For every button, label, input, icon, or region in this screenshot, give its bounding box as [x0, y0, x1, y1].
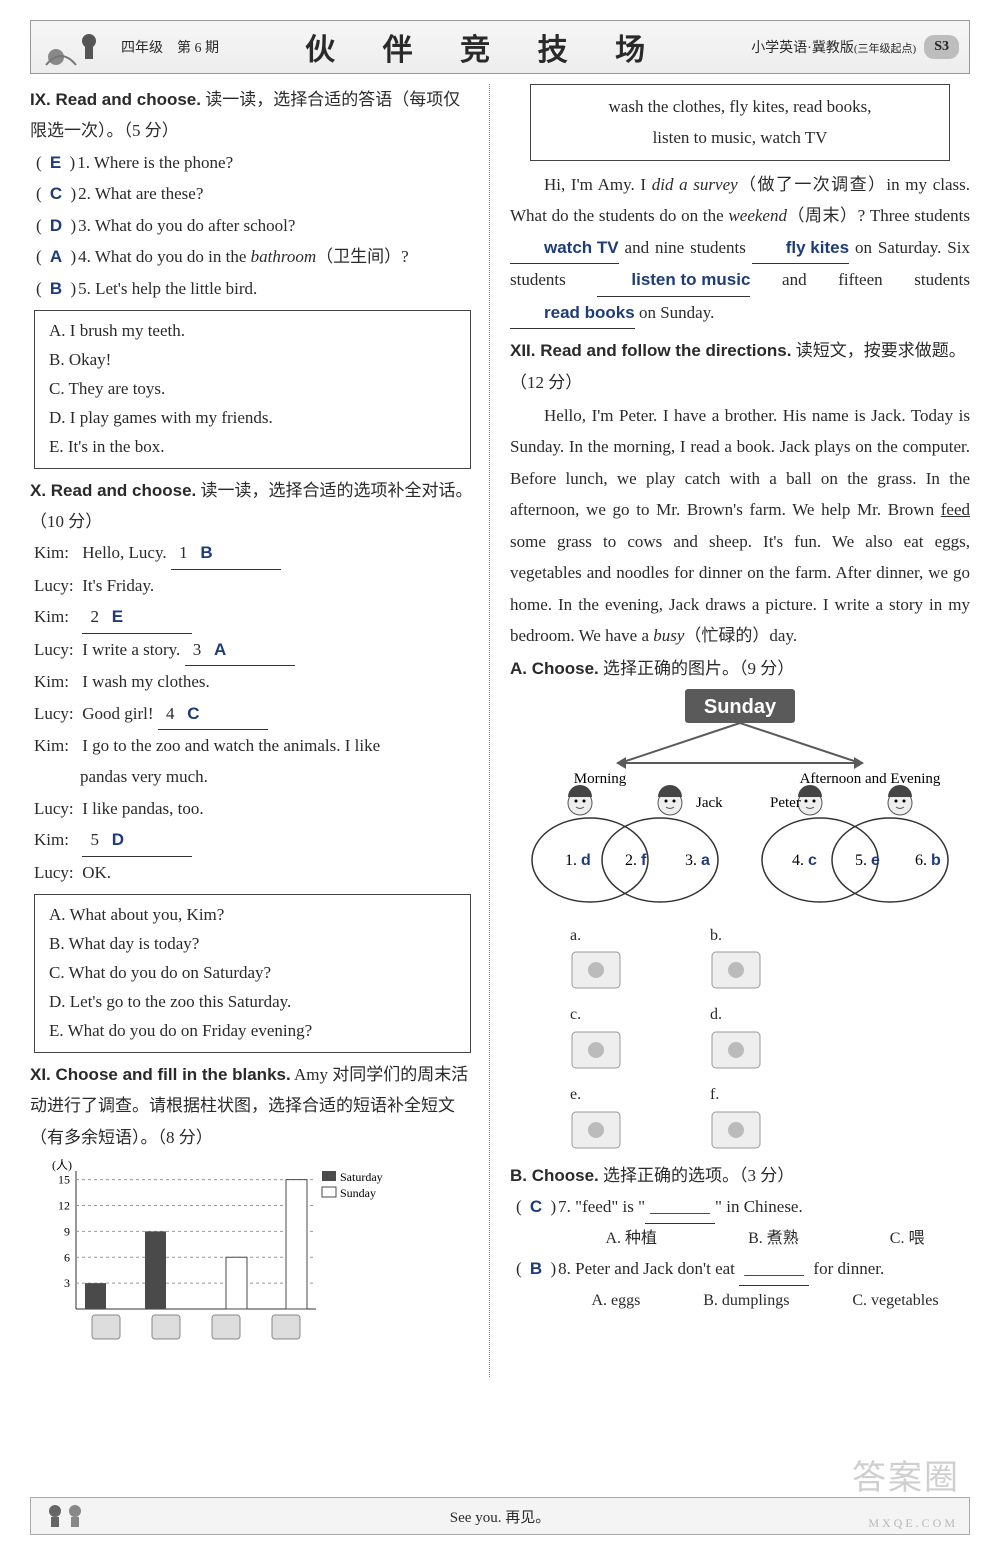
svg-text:Saturday: Saturday — [340, 1170, 383, 1184]
q8-opt: A. eggs — [591, 1286, 640, 1316]
xi-heading: XI. Choose and fill in the blanks. — [30, 1065, 291, 1084]
q7-opt: A. 种植 — [606, 1224, 658, 1254]
svg-text:9: 9 — [64, 1224, 70, 1238]
ix-item: ( E )1. Where is the phone? — [30, 147, 475, 178]
q7-options: A. 种植 B. 煮熟 C. 喂 — [510, 1224, 970, 1254]
ix-options-box: A. I brush my teeth.B. Okay!C. They are … — [34, 310, 471, 468]
dialogue-line: Lucy: I like pandas, too. — [34, 793, 475, 824]
header-right: 小学英语·冀教版(三年级起点) S3 — [751, 35, 959, 59]
q8-opt: B. dumplings — [703, 1286, 789, 1316]
q8-opt: C. vegetables — [852, 1286, 938, 1316]
svg-text:3: 3 — [64, 1276, 70, 1290]
venn-diagram: Sunday Morning Afternoon and Evening Jack Pe… — [510, 685, 970, 915]
left-column: IX. Read and choose. 读一读，选择合适的答语（每项仅限选一次… — [30, 84, 490, 1377]
section-a: A. Choose. 选择正确的图片。（9 分） Sunday Morning Af… — [510, 653, 970, 1155]
ix-item: ( A )4. What do you do in the bathroom（卫… — [30, 241, 475, 272]
dialogue-line: Lucy: OK. — [34, 857, 475, 888]
q8-options: A. eggs B. dumplings C. vegetables — [510, 1286, 970, 1316]
ix-option: A. I brush my teeth. — [49, 317, 456, 346]
word-bank-box: wash the clothes, fly kites, read books,… — [530, 84, 950, 161]
ix-option: C. They are toys. — [49, 375, 456, 404]
svg-text:5. e: 5. e — [855, 852, 880, 869]
xi-bar-chart: (人) 3 6 9 12 15 Saturday Sunday — [36, 1157, 475, 1377]
x-option: A. What about you, Kim? — [49, 901, 456, 930]
svg-text:Jack: Jack — [696, 795, 723, 811]
a-heading: A. Choose. — [510, 659, 599, 678]
dialogue-line: Kim: 5 D — [34, 824, 475, 856]
a-choice: c. — [570, 1000, 690, 1070]
x-option: E. What do you do on Friday evening? — [49, 1017, 456, 1046]
svg-text:3. a: 3. a — [685, 852, 710, 869]
svg-text:Morning: Morning — [574, 771, 627, 787]
section-xii: XII. Read and follow the directions. 读短文… — [510, 335, 970, 651]
svg-text:Sunday: Sunday — [704, 696, 777, 718]
a-choice: e. — [570, 1080, 690, 1150]
svg-text:Afternoon and Evening: Afternoon and Evening — [800, 771, 941, 787]
dialogue-line: Lucy: Good girl! 4 C — [34, 698, 475, 730]
b-heading: B. Choose. — [510, 1166, 599, 1185]
b-cn: 选择正确的选项。（3 分） — [599, 1166, 795, 1185]
watermark-text: 答案圈 — [852, 1450, 960, 1499]
question-7: ( C )7. "feed" is "_______" in Chinese. — [510, 1191, 970, 1223]
svg-text:6. b: 6. b — [915, 852, 941, 869]
section-ix: IX. Read and choose. 读一读，选择合适的答语（每项仅限选一次… — [30, 84, 475, 469]
a-choice: a. — [570, 921, 690, 991]
ix-heading: IX. Read and choose. — [30, 90, 201, 109]
svg-text:1. d: 1. d — [565, 852, 591, 869]
footer-text: See you. 再见。 — [450, 1506, 550, 1527]
page-badge: S3 — [924, 35, 959, 59]
section-xi: XI. Choose and fill in the blanks. Amy 对… — [30, 1059, 475, 1377]
svg-text:2. f: 2. f — [625, 852, 647, 869]
dialogue-line: Kim: Hello, Lucy. 1 B — [34, 537, 475, 569]
a-choice: b. — [710, 921, 830, 991]
dialogue-line: Kim: I go to the zoo and watch the anima… — [34, 730, 475, 761]
section-x: X. Read and choose. 读一读，选择合适的选项补全对话。（10 … — [30, 475, 475, 1053]
ix-option: B. Okay! — [49, 346, 456, 375]
x-option: B. What day is today? — [49, 930, 456, 959]
footer-kids-icon — [43, 1501, 93, 1531]
section-b: B. Choose. 选择正确的选项。（3 分） ( C )7. "feed" … — [510, 1160, 970, 1316]
dialogue-line: Lucy: It's Friday. — [34, 570, 475, 601]
a-choice: f. — [710, 1080, 830, 1150]
word-bank-line2: listen to music, watch TV — [539, 122, 941, 153]
q7-opt: C. 喂 — [890, 1224, 925, 1254]
page-footer: See you. 再见。 — [30, 1497, 970, 1535]
dialogue-line: Kim: I wash my clothes. — [34, 666, 475, 697]
x-option: D. Let's go to the zoo this Saturday. — [49, 988, 456, 1017]
a-choice: d. — [710, 1000, 830, 1070]
xi-passage: Hi, I'm Amy. I did a survey（做了一次调查）in my… — [510, 169, 970, 329]
page-title: 伙 伴 竞 技 场 — [305, 25, 665, 69]
svg-text:(人): (人) — [52, 1158, 72, 1172]
xii-passage: Hello, I'm Peter. I have a brother. His … — [510, 400, 970, 652]
header-deco-icon — [41, 27, 111, 67]
q7-opt: B. 煮熟 — [748, 1224, 799, 1254]
header-left: 四年级 第 6 期 — [41, 27, 219, 67]
word-bank-line1: wash the clothes, fly kites, read books, — [539, 91, 941, 122]
dialogue-line: Kim: 2 E — [34, 601, 475, 633]
ix-option: D. I play games with my friends. — [49, 404, 456, 433]
page-header: 四年级 第 6 期 伙 伴 竞 技 场 小学英语·冀教版(三年级起点) S3 — [30, 20, 970, 74]
x-heading: X. Read and choose. — [30, 481, 196, 500]
svg-text:Peter: Peter — [770, 795, 801, 811]
dialogue-line: pandas very much. — [34, 761, 475, 792]
x-option: C. What do you do on Saturday? — [49, 959, 456, 988]
x-options-box: A. What about you, Kim?B. What day is to… — [34, 894, 471, 1052]
ix-option: E. It's in the box. — [49, 433, 456, 462]
svg-text:4. c: 4. c — [792, 852, 817, 869]
svg-text:Sunday: Sunday — [340, 1186, 376, 1200]
ix-item: ( D )3. What do you do after school? — [30, 210, 475, 241]
xii-heading: XII. Read and follow the directions. — [510, 341, 791, 360]
question-8: ( B )8. Peter and Jack don't eat _______… — [510, 1253, 970, 1285]
ix-item: ( B )5. Let's help the little bird. — [30, 273, 475, 304]
a-choices-row: a. b. c. d. e. f. — [510, 915, 970, 1156]
grade-issue: 四年级 第 6 期 — [121, 37, 219, 57]
svg-text:12: 12 — [58, 1198, 70, 1212]
svg-text:15: 15 — [58, 1173, 70, 1187]
svg-text:6: 6 — [64, 1250, 70, 1264]
right-column: wash the clothes, fly kites, read books,… — [500, 84, 970, 1377]
ix-item: ( C )2. What are these? — [30, 178, 475, 209]
series-label: 小学英语·冀教版(三年级起点) — [751, 37, 916, 57]
a-cn: 选择正确的图片。（9 分） — [599, 659, 795, 678]
dialogue-line: Lucy: I write a story. 3 A — [34, 634, 475, 666]
